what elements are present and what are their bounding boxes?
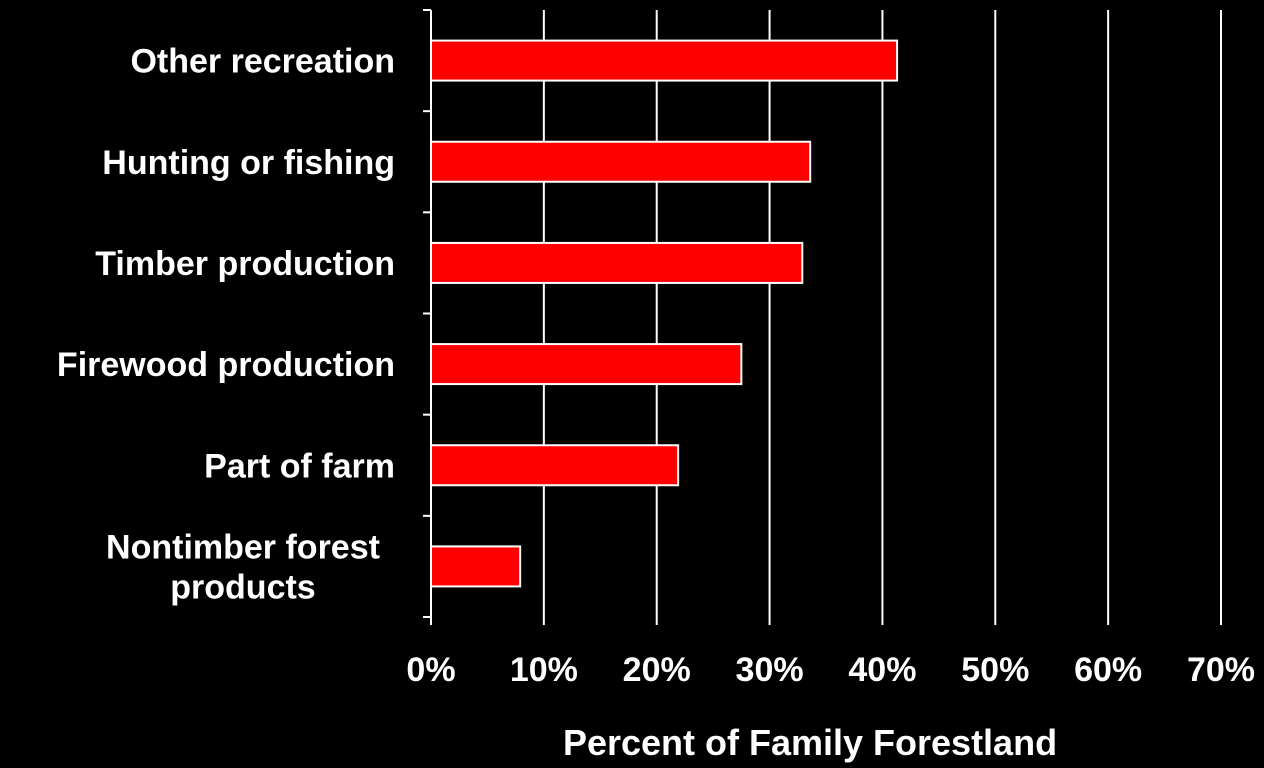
bars <box>430 39 899 588</box>
bar-1 <box>430 39 899 82</box>
category-label-6-line-2: products <box>170 568 315 606</box>
x-axis-title: Percent of Family Forestland <box>563 722 1057 763</box>
x-tick-label-50: 50% <box>961 651 1029 689</box>
bar-3 <box>430 241 804 284</box>
category-label-6-line-1: Nontimber forest <box>106 528 380 566</box>
category-label-4: Firewood production <box>57 346 395 384</box>
x-tick-label-60: 60% <box>1074 651 1142 689</box>
x-tick-label-40: 40% <box>848 651 916 689</box>
category-label-2: Hunting or fishing <box>102 144 395 182</box>
category-label-5: Part of farm <box>204 447 395 485</box>
bar-2 <box>430 140 812 183</box>
x-tick-label-10: 10% <box>510 651 578 689</box>
gridlines <box>542 10 1222 617</box>
x-tick-label-30: 30% <box>736 651 804 689</box>
x-tick-labels: 0% 10% 20% 30% 40% 50% 60% 70% <box>406 651 1255 689</box>
axes <box>423 9 1222 625</box>
bar-4 <box>430 343 743 386</box>
bar-5 <box>430 444 680 487</box>
x-tick-label-0: 0% <box>406 651 455 689</box>
category-label-3: Timber production <box>95 245 395 283</box>
x-tick-label-20: 20% <box>623 651 691 689</box>
x-tick-label-70: 70% <box>1187 651 1255 689</box>
bar-6 <box>430 545 522 588</box>
category-label-1: Other recreation <box>130 43 395 81</box>
category-labels: Other recreation Hunting or fishing Timber… <box>57 43 395 607</box>
